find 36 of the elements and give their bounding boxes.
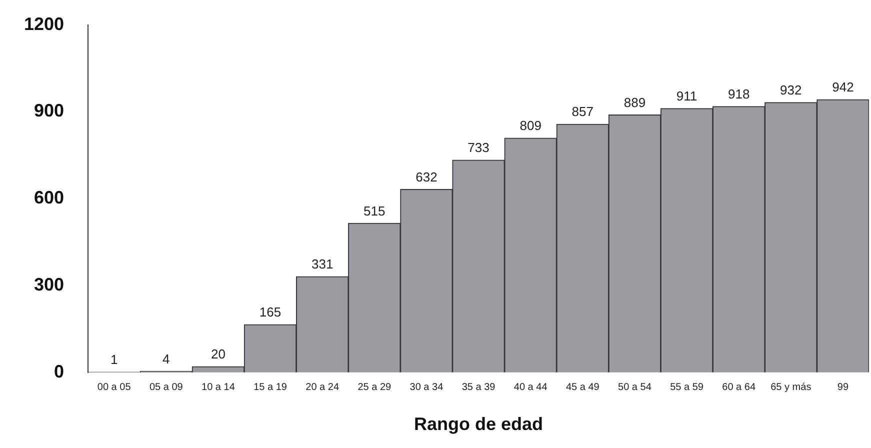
x-tick-label: 55 a 59 <box>670 382 704 394</box>
x-tick-label: 30 a 34 <box>410 382 444 394</box>
x-tick-label: 65 y más <box>770 382 812 394</box>
x-tick-label: 15 a 19 <box>254 382 288 394</box>
y-tick-label: 0 <box>54 361 64 382</box>
data-label: 632 <box>416 169 438 184</box>
data-label: 20 <box>210 346 226 362</box>
data-label: 4 <box>162 351 170 366</box>
data-label: 809 <box>520 118 542 134</box>
y-tick-label: 1200 <box>24 14 64 34</box>
x-tick-label: 60 a 64 <box>722 382 756 394</box>
x-axis-title: Rango de edad <box>414 414 544 434</box>
x-tick-label: 00 a 05 <box>97 382 132 394</box>
data-label: 857 <box>572 104 594 120</box>
data-label: 942 <box>832 80 854 95</box>
y-tick-label: 600 <box>34 188 64 208</box>
x-tick-label: 50 a 54 <box>618 382 652 394</box>
data-label: 1 <box>110 352 118 368</box>
x-tick-label: 99 <box>837 382 849 394</box>
data-label: 515 <box>364 203 386 218</box>
x-tick-label: 05 a 09 <box>149 382 184 394</box>
x-tick-label: 35 a 39 <box>462 382 496 394</box>
y-tick-label: 900 <box>34 100 64 121</box>
data-label: 932 <box>780 82 802 98</box>
data-label: 889 <box>624 94 646 110</box>
data-label: 911 <box>676 88 698 104</box>
x-tick-label: 45 a 49 <box>566 382 600 394</box>
data-label: 165 <box>259 304 282 320</box>
y-tick-label: 300 <box>34 274 64 294</box>
data-label: 733 <box>468 140 490 156</box>
x-tick-label: 40 a 44 <box>514 382 548 394</box>
data-label: 918 <box>728 86 750 102</box>
x-tick-label: 25 a 29 <box>358 382 392 394</box>
x-tick-label: 20 a 24 <box>306 382 340 394</box>
x-tick-label: 10 a 14 <box>202 382 236 394</box>
data-label: 331 <box>311 256 334 272</box>
